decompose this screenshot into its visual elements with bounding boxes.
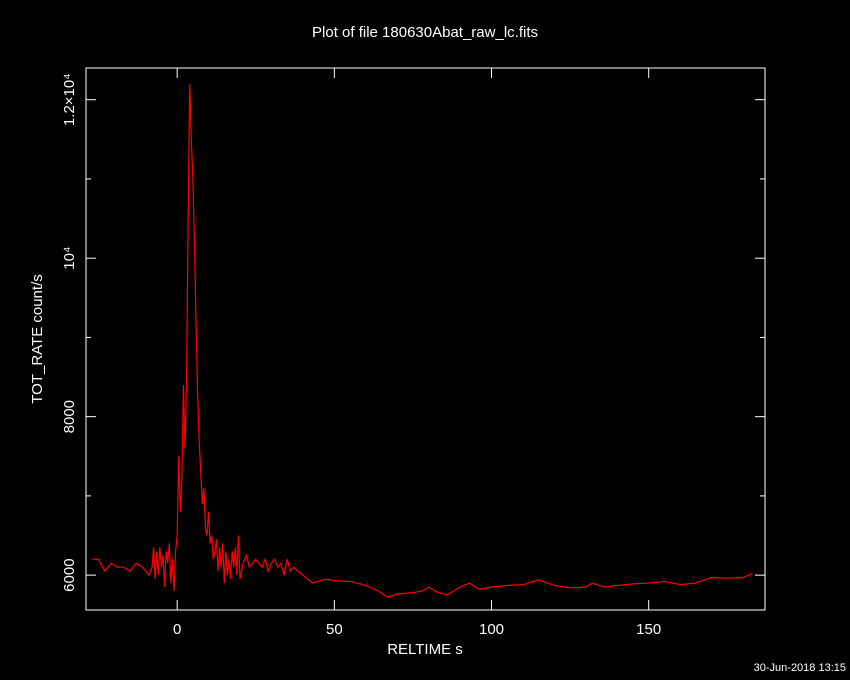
footer-date: 30-Jun-2018 13:15 — [754, 662, 846, 674]
x-tick-label: 50 — [326, 621, 343, 638]
data-line — [92, 83, 753, 598]
chart-title: Plot of file 180630Abat_raw_lc.fits — [312, 24, 538, 41]
y-tick-label: 10⁴ — [61, 247, 78, 270]
y-tick-label: 6000 — [61, 558, 78, 591]
plot-frame — [85, 67, 766, 611]
y-tick-label: 8000 — [61, 400, 78, 433]
y-axis-label: TOT_RATE count/s — [29, 274, 46, 404]
x-tick-label: 100 — [479, 621, 504, 638]
y-tick-label: 1.2×10⁴ — [61, 73, 78, 126]
x-axis-label: RELTIME s — [387, 641, 463, 658]
x-tick-label: 150 — [636, 621, 661, 638]
x-tick-label: 0 — [173, 621, 181, 638]
